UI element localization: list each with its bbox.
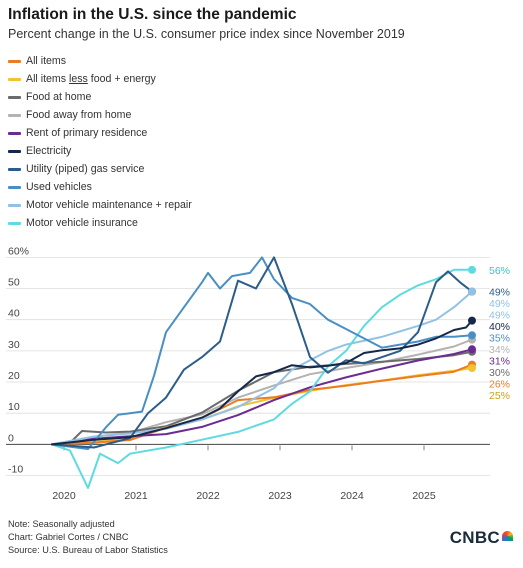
- x-tick-label: 2020: [52, 490, 76, 502]
- legend-swatch: [8, 203, 21, 207]
- legend-swatch: [8, 77, 21, 81]
- legend-swatch: [8, 113, 21, 117]
- y-tick-label: 10: [8, 401, 20, 413]
- peacock-icon: [502, 531, 513, 541]
- cnbc-logo: CNBC: [450, 528, 513, 548]
- legend-label: All items less food + energy: [26, 73, 156, 85]
- y-tick-label: 20: [8, 370, 20, 382]
- series-end-dot: [468, 331, 476, 340]
- series-end-dot: [468, 316, 476, 325]
- x-tick-label: 2024: [340, 490, 364, 502]
- legend-item: All items: [8, 52, 192, 70]
- footer-note: Note: Seasonally adjusted: [8, 519, 115, 529]
- series-line: [51, 319, 473, 446]
- y-tick-label: 50: [8, 277, 20, 289]
- legend-label: Rent of primary residence: [26, 127, 148, 139]
- series-end-label: 35%: [489, 333, 510, 345]
- series-end-label: 25%: [489, 390, 510, 402]
- legend-swatch: [8, 149, 21, 153]
- legend-item: All items less food + energy: [8, 70, 192, 88]
- legend-label: Utility (piped) gas service: [26, 163, 145, 175]
- legend-label: Used vehicles: [26, 181, 92, 193]
- legend-item: Used vehicles: [8, 178, 192, 196]
- series-line: [51, 256, 473, 449]
- legend-swatch: [8, 95, 21, 99]
- series-end-label: 26%: [489, 379, 510, 391]
- footer-credit: Chart: Gabriel Cortes / CNBC: [8, 532, 129, 542]
- chart-legend: All items All items less food + energy Foo…: [8, 52, 192, 232]
- series-end-dot: [468, 364, 476, 372]
- series-end-label: 30%: [489, 367, 510, 379]
- legend-swatch: [8, 167, 21, 171]
- series-line: [51, 256, 473, 450]
- series-line: [51, 268, 473, 489]
- legend-item: Food at home: [8, 88, 192, 106]
- legend-label: Electricity: [26, 145, 72, 157]
- legend-item: Rent of primary residence: [8, 124, 192, 142]
- legend-swatch: [8, 185, 21, 189]
- legend-item: Motor vehicle maintenance + repair: [8, 196, 192, 214]
- legend-label: All items: [26, 55, 67, 67]
- series-line: [51, 290, 473, 446]
- series-end-label: 56%: [489, 265, 510, 277]
- legend-label: Food at home: [26, 91, 92, 103]
- y-tick-label: 30: [8, 339, 20, 351]
- series-end-label: 49%: [489, 310, 510, 322]
- y-tick-label: 40: [8, 308, 20, 320]
- series-end-dot: [468, 265, 476, 274]
- series-end-dot: [468, 345, 476, 354]
- legend-label: Food away from home: [26, 109, 132, 121]
- series-end-label: 34%: [489, 344, 510, 356]
- series-line: [51, 338, 473, 446]
- legend-swatch: [8, 221, 21, 225]
- x-tick-label: 2021: [124, 490, 148, 502]
- legend-item: Electricity: [8, 142, 192, 160]
- series-line: [51, 348, 473, 446]
- legend-item: Utility (piped) gas service: [8, 160, 192, 178]
- y-tick-label: 60%: [8, 245, 29, 257]
- series-end-label: 40%: [489, 321, 510, 333]
- x-tick-label: 2023: [268, 490, 292, 502]
- y-tick-label: 0: [8, 432, 14, 444]
- footer-source: Source: U.S. Bureau of Labor Statistics: [8, 545, 168, 555]
- x-tick-label: 2025: [412, 490, 436, 502]
- legend-item: Motor vehicle insurance: [8, 214, 192, 232]
- chart-title: Inflation in the U.S. since the pandemic: [8, 6, 297, 23]
- series-end-label: 49%: [489, 287, 510, 299]
- series-line: [51, 363, 473, 446]
- legend-swatch: [8, 131, 21, 135]
- line-chart: 60% 50 40 30 20 10 0 -10 2020 2021 2022 2023 2024 202…: [6, 245, 510, 502]
- chart-footer: Note: Seasonally adjusted Chart: Gabriel…: [8, 518, 168, 557]
- legend-item: Food away from home: [8, 106, 192, 124]
- series-end-label: 49%: [489, 298, 510, 310]
- legend-label: Motor vehicle maintenance + repair: [26, 199, 192, 211]
- legend-label: Motor vehicle insurance: [26, 217, 138, 229]
- x-tick-label: 2022: [196, 490, 220, 502]
- chart-subtitle: Percent change in the U.S. consumer pric…: [8, 27, 405, 41]
- series-end-label: 31%: [489, 356, 510, 368]
- series-end-dot: [468, 287, 476, 296]
- legend-swatch: [8, 59, 21, 63]
- y-tick-label: -10: [8, 464, 23, 476]
